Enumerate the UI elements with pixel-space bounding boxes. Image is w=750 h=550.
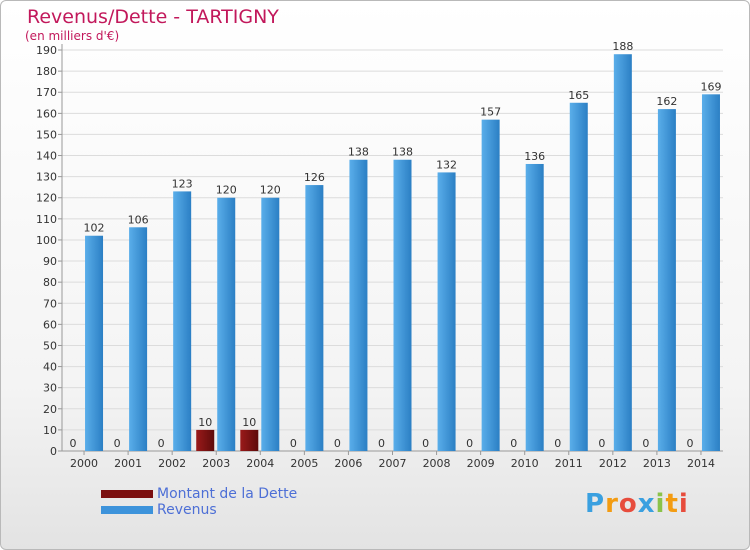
x-tick-label: 2000 — [70, 457, 98, 470]
debt-data-label: 0 — [686, 437, 693, 450]
logo-letter: r — [605, 489, 619, 519]
revenue-data-label: 157 — [480, 106, 501, 119]
x-tick-label: 2007 — [379, 457, 407, 470]
revenue-data-label: 188 — [612, 40, 633, 53]
revenue-data-label: 120 — [216, 184, 237, 197]
x-tick-label: 2004 — [246, 457, 274, 470]
x-tick-label: 2012 — [599, 457, 627, 470]
revenue-bar — [305, 185, 324, 452]
revenue-bar — [261, 197, 280, 451]
revenue-data-label: 132 — [436, 158, 457, 171]
chart-title: Revenus/Dette - TARTIGNY — [27, 6, 279, 28]
y-tick-label: 20 — [43, 403, 57, 416]
y-tick-label: 190 — [36, 44, 57, 57]
y-tick-label: 100 — [36, 234, 57, 247]
y-tick-label: 40 — [43, 361, 57, 374]
x-tick-label: 2013 — [643, 457, 671, 470]
x-tick-label: 2002 — [158, 457, 186, 470]
revenue-bar — [217, 197, 236, 451]
x-tick-label: 2014 — [687, 457, 715, 470]
debt-data-label: 0 — [422, 437, 429, 450]
y-tick-label: 180 — [36, 65, 57, 78]
debt-data-label: 0 — [114, 437, 121, 450]
revenue-bar — [129, 227, 148, 451]
y-tick-label: 160 — [36, 107, 57, 120]
y-tick-label: 70 — [43, 297, 57, 310]
y-tick-label: 130 — [36, 171, 57, 184]
logo-letter: x — [637, 489, 656, 519]
chart-subtitle: (en milliers d'€) — [25, 29, 120, 43]
revenue-bar — [613, 54, 632, 451]
x-tick-label: 2001 — [114, 457, 142, 470]
revenue-data-label: 169 — [700, 80, 721, 93]
x-tick-label: 2003 — [202, 457, 230, 470]
debt-bar — [196, 429, 215, 451]
revenue-data-label: 138 — [348, 146, 369, 159]
legend-swatch-revenus — [101, 506, 153, 514]
logo-letter: P — [585, 489, 606, 519]
y-tick-label: 120 — [36, 192, 57, 205]
y-tick-label: 0 — [50, 445, 57, 458]
y-tick-label: 140 — [36, 150, 57, 163]
y-tick-label: 150 — [36, 128, 57, 141]
debt-data-label: 0 — [510, 437, 517, 450]
revenue-data-label: 126 — [304, 171, 325, 184]
y-tick-label: 10 — [43, 424, 57, 437]
debt-data-label: 0 — [70, 437, 77, 450]
debt-data-label: 10 — [198, 416, 212, 429]
x-tick-label: 2005 — [290, 457, 318, 470]
revenue-bar — [481, 119, 500, 451]
logo-letter: t — [665, 489, 679, 519]
x-tick-label: 2009 — [467, 457, 495, 470]
proxiti-logo: Proxiti — [585, 489, 689, 519]
y-tick-label: 30 — [43, 382, 57, 395]
y-tick-label: 50 — [43, 339, 57, 352]
y-tick-label: 60 — [43, 318, 57, 331]
logo-letter: i — [678, 489, 689, 519]
legend-swatch-dette — [101, 490, 153, 498]
revenue-data-label: 138 — [392, 146, 413, 159]
debt-data-label: 0 — [642, 437, 649, 450]
debt-data-label: 0 — [158, 437, 165, 450]
x-tick-label: 2010 — [511, 457, 539, 470]
revenue-bar — [701, 94, 720, 452]
revenue-data-label: 136 — [524, 150, 545, 163]
legend-label-revenus: Revenus — [157, 502, 217, 518]
revenue-data-label: 165 — [568, 89, 589, 102]
debt-data-label: 0 — [554, 437, 561, 450]
x-tick-label: 2011 — [555, 457, 583, 470]
logo-letter: o — [618, 489, 638, 519]
debt-data-label: 10 — [242, 416, 256, 429]
revenue-bar — [657, 109, 676, 452]
y-tick-label: 170 — [36, 86, 57, 99]
revenue-bar — [525, 163, 544, 451]
revenue-data-label: 102 — [84, 222, 105, 235]
revenue-bar — [173, 191, 192, 451]
revenue-bar — [393, 159, 412, 451]
revenue-bar — [85, 235, 104, 451]
debt-data-label: 0 — [334, 437, 341, 450]
revenue-data-label: 106 — [128, 213, 149, 226]
x-tick-label: 2006 — [334, 457, 362, 470]
revenue-data-label: 162 — [656, 95, 677, 108]
revenue-bar — [349, 159, 368, 451]
legend-label-dette: Montant de la Dette — [157, 486, 298, 502]
debt-data-label: 0 — [466, 437, 473, 450]
debt-data-label: 0 — [378, 437, 385, 450]
revenue-data-label: 120 — [260, 184, 281, 197]
revenue-bar — [569, 102, 588, 452]
logo-letter: i — [655, 489, 666, 519]
debt-bar — [240, 429, 259, 451]
y-tick-label: 110 — [36, 213, 57, 226]
debt-data-label: 0 — [290, 437, 297, 450]
debt-data-label: 0 — [598, 437, 605, 450]
x-tick-label: 2008 — [423, 457, 451, 470]
revenue-data-label: 123 — [172, 177, 193, 190]
revenue-bar — [437, 172, 456, 451]
y-tick-label: 80 — [43, 276, 57, 289]
y-tick-label: 90 — [43, 255, 57, 268]
